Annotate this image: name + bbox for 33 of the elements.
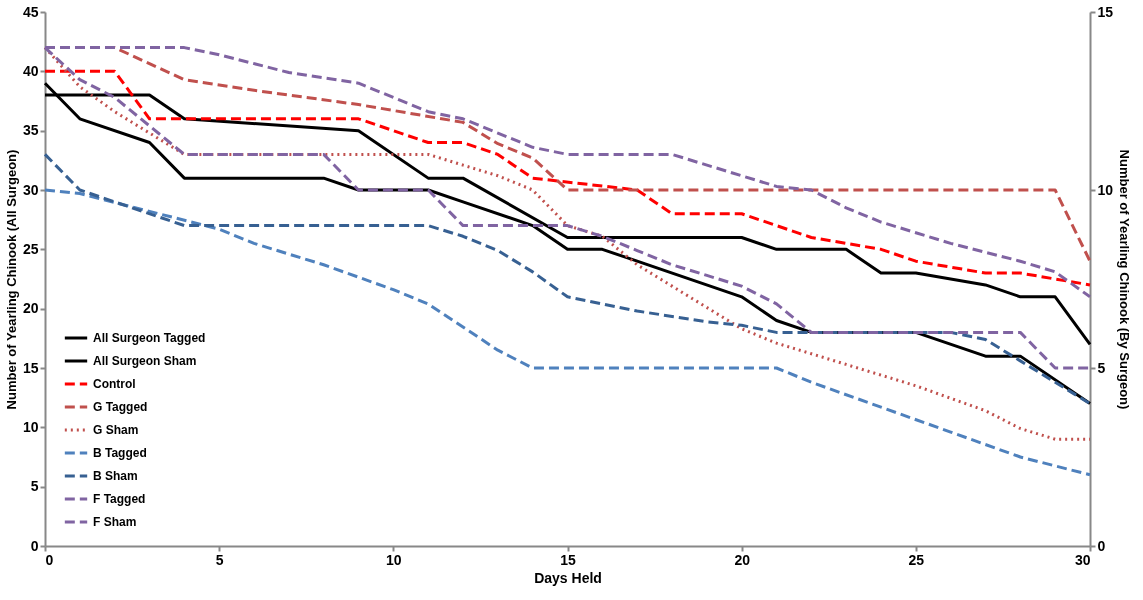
legend-label: B Sham	[93, 469, 138, 483]
x-tick-label: 5	[215, 551, 224, 568]
y-tick-label: 25	[22, 240, 39, 257]
x-tick-label: 20	[734, 551, 751, 568]
y-tick-label: 20	[22, 300, 39, 317]
y-tick-label: 40	[22, 62, 39, 79]
legend-label: Control	[93, 377, 136, 391]
legend-label: All Surgeon Sham	[93, 354, 197, 368]
y-tick-label: 10	[22, 418, 39, 435]
y-tick-label: 30	[22, 181, 39, 198]
x-tick-label: 25	[908, 551, 925, 568]
x-tick-label: 0	[45, 551, 54, 568]
legend-label: G Tagged	[93, 400, 148, 414]
y2-tick-label: 10	[1097, 181, 1114, 198]
y-tick-label: 0	[30, 537, 39, 554]
y-tick-label: 15	[22, 359, 39, 376]
y-axis-title: Number of Yearling Chinook (All Surgeon)	[3, 149, 19, 410]
legend-label: B Tagged	[93, 446, 147, 460]
y-tick-label: 5	[30, 478, 39, 495]
x-tick-label: 30	[1074, 551, 1091, 568]
y-tick-label: 35	[22, 122, 39, 139]
x-tick-label: 15	[560, 551, 576, 568]
y2-axis-title: Number of Yearling Chinook (By Surgeon)	[1117, 149, 1133, 410]
legend-label: F Sham	[93, 515, 137, 529]
legend-label: F Tagged	[93, 492, 146, 506]
y2-tick-label: 5	[1097, 359, 1106, 376]
x-axis-title: Days Held	[534, 569, 602, 586]
x-tick-label: 10	[386, 551, 402, 568]
y2-tick-label: 15	[1097, 3, 1114, 20]
y-tick-label: 45	[22, 3, 39, 20]
y2-tick-label: 0	[1097, 537, 1106, 554]
legend-label: G Sham	[93, 423, 139, 437]
legend-label: All Surgeon Tagged	[93, 331, 206, 345]
